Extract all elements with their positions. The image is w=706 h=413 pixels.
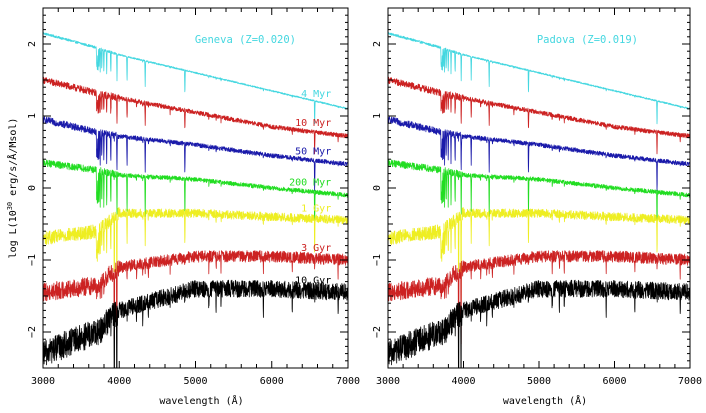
y-tick-label: 1 [372,113,383,119]
series-label-4-myr: 4 Myr [301,89,331,100]
plot-frame [387,7,691,369]
y-tick-label: −2 [372,326,383,338]
panel-title: Padova (Z=0.019) [537,34,638,46]
spectrum-line-series-5 [387,250,691,345]
geneva-panel: 3000 4000 5000 6000 7000 −2 −1 0 1 2 wavelength (Å… [6,7,360,407]
spectrum-line-series-3 [387,159,691,228]
series-label-1-gyr: 1 Gyr [301,204,331,215]
spectrum-line-series-2 [387,116,691,192]
x-tick-label: 3000 [376,376,400,387]
series-label-3-gyr: 3 Gyr [301,243,331,254]
spectrum-line-series-6 [387,279,691,369]
spectrum-line-10-gyr [42,279,349,369]
spectrum-line-10-myr [42,76,349,155]
x-tick-label: 6000 [602,376,626,387]
spectrum-line-4-myr [42,32,349,125]
spectrum-line-series-1 [387,76,691,155]
x-tick-label: 5000 [527,376,551,387]
y-tick-label: 0 [372,185,383,191]
x-tick-label: 7000 [678,376,702,387]
x-axis-label: wavelength (Å) [503,394,587,407]
spectrum-line-50-myr [42,116,349,192]
panel-title: Geneva (Z=0.020) [195,34,296,46]
series-label-200-myr: 200 Myr [289,178,331,189]
x-tick-label: 6000 [260,376,284,387]
series-label-50-myr: 50 Myr [295,146,331,157]
x-tick-label: 7000 [336,376,360,387]
y-tick-label: 2 [372,41,383,47]
series-label-10-gyr: 10 Gyr [295,276,331,287]
spectrum-line-3-gyr [42,250,349,345]
x-tick-label: 4000 [107,376,131,387]
spectrum-line-series-0 [387,32,691,125]
y-tick-label: −1 [27,254,38,266]
spectrum-line-200-myr [42,159,349,228]
y-tick-label: −1 [372,254,383,266]
spectrum-line-1-gyr [42,207,349,303]
x-tick-label: 4000 [451,376,475,387]
y-tick-label: 2 [27,41,38,47]
spectrum-line-series-4 [387,207,691,303]
y-tick-label: −2 [27,326,38,338]
y-tick-label: 0 [27,185,38,191]
padova-panel: 3000 4000 5000 6000 7000 −2 −1 0 1 2 wavelength (Å… [372,7,702,407]
series-label-10-myr: 10 Myr [295,118,331,129]
y-tick-label: 1 [27,113,38,119]
y-axis-label: log L(1030 erg/s/Å/Msol) [6,118,19,259]
x-tick-label: 3000 [31,376,55,387]
x-tick-label: 5000 [183,376,207,387]
x-axis-label: wavelength (Å) [159,394,243,407]
